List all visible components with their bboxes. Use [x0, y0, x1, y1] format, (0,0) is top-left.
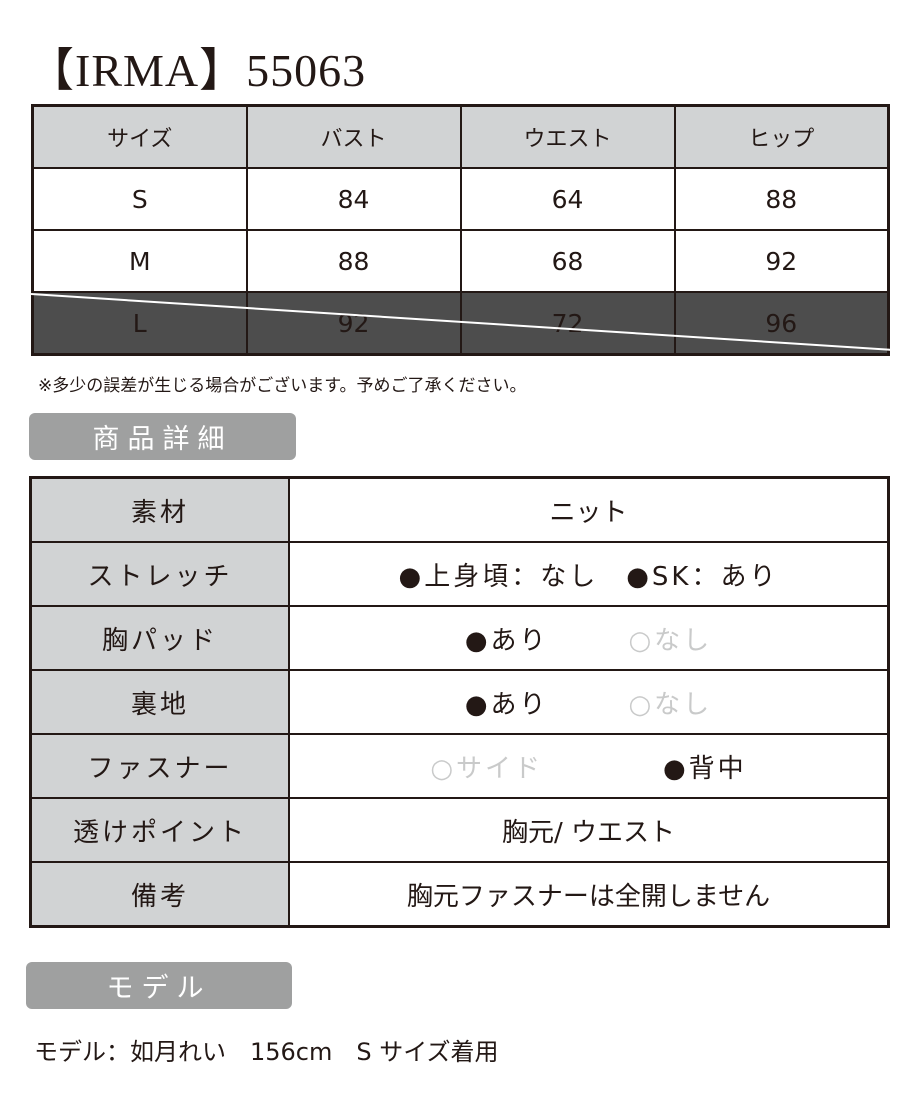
table-row: ファスナー ○サイド ●背中 [29, 733, 890, 799]
table-row: S 84 64 88 [31, 167, 890, 231]
table-row: 胸パッド ●あり ○なし [29, 605, 890, 671]
detail-value: ニット [288, 476, 890, 543]
details-table: 素材 ニット ストレッチ ●上身頃：なし ●SK：あり 胸パッド ●あり ○なし 裏地 ●あ… [29, 476, 890, 928]
measurement-note: ※多少の誤差が生じる場合がございます。予めご了承ください。 [38, 376, 527, 396]
detail-key: 備考 [29, 861, 290, 928]
table-row: 備考 胸元ファスナーは全開しません [29, 861, 890, 928]
detail-key: 裏地 [29, 669, 290, 735]
bust-cell: 92 [245, 291, 462, 356]
detail-key: ファスナー [29, 733, 290, 799]
detail-value: ●あり ○なし [288, 605, 890, 671]
detail-key: ストレッチ [29, 541, 290, 607]
waist-cell: 64 [459, 167, 676, 231]
bust-cell: 88 [245, 229, 462, 293]
model-section-label: モデル [26, 962, 292, 1009]
details-section-label: 商品詳細 [29, 413, 296, 460]
table-row: 素材 ニット [29, 476, 890, 543]
option-on: ●あり [464, 625, 549, 656]
table-row: M 88 68 92 [31, 229, 890, 293]
detail-key: 素材 [29, 476, 290, 543]
hip-cell: 92 [673, 229, 890, 293]
header-cell: ヒップ [673, 104, 890, 169]
hip-cell: 88 [673, 167, 890, 231]
table-row: ストレッチ ●上身頃：なし ●SK：あり [29, 541, 890, 607]
size-cell: M [31, 229, 248, 293]
table-row-unavailable: L 92 72 96 [31, 291, 890, 356]
bust-cell: 84 [245, 167, 462, 231]
option-on: ●SK：あり [626, 561, 779, 592]
header-cell: バスト [245, 104, 462, 169]
option-off: ○サイド [430, 753, 543, 784]
table-row: 透けポイント 胸元/ ウエスト [29, 797, 890, 863]
waist-cell: 72 [459, 291, 676, 356]
waist-cell: 68 [459, 229, 676, 293]
size-table-header: サイズ バスト ウエスト ヒップ [31, 104, 890, 169]
detail-value: 胸元ファスナーは全開しません [288, 861, 890, 928]
size-cell: S [31, 167, 248, 231]
product-title: 【IRMA】55063 [28, 45, 367, 96]
hip-cell: 96 [673, 291, 890, 356]
option-on: ●上身頃：なし [398, 561, 599, 592]
detail-value: 胸元/ ウエスト [288, 797, 890, 863]
option-off: ○なし [628, 689, 713, 720]
model-info: モデル：如月れい 156cm S サイズ着用 [34, 1038, 499, 1066]
detail-value: ○サイド ●背中 [288, 733, 890, 799]
option-on: ●あり [464, 689, 549, 720]
option-on: ●背中 [663, 753, 747, 784]
size-cell: L [31, 291, 248, 356]
table-row: 裏地 ●あり ○なし [29, 669, 890, 735]
header-cell: サイズ [31, 104, 248, 169]
header-cell: ウエスト [459, 104, 676, 169]
size-table: サイズ バスト ウエスト ヒップ S 84 64 88 M 88 68 92 L… [31, 104, 890, 356]
detail-key: 透けポイント [29, 797, 290, 863]
detail-value: ●上身頃：なし ●SK：あり [288, 541, 890, 607]
detail-key: 胸パッド [29, 605, 290, 671]
option-off: ○なし [628, 625, 713, 656]
detail-value: ●あり ○なし [288, 669, 890, 735]
